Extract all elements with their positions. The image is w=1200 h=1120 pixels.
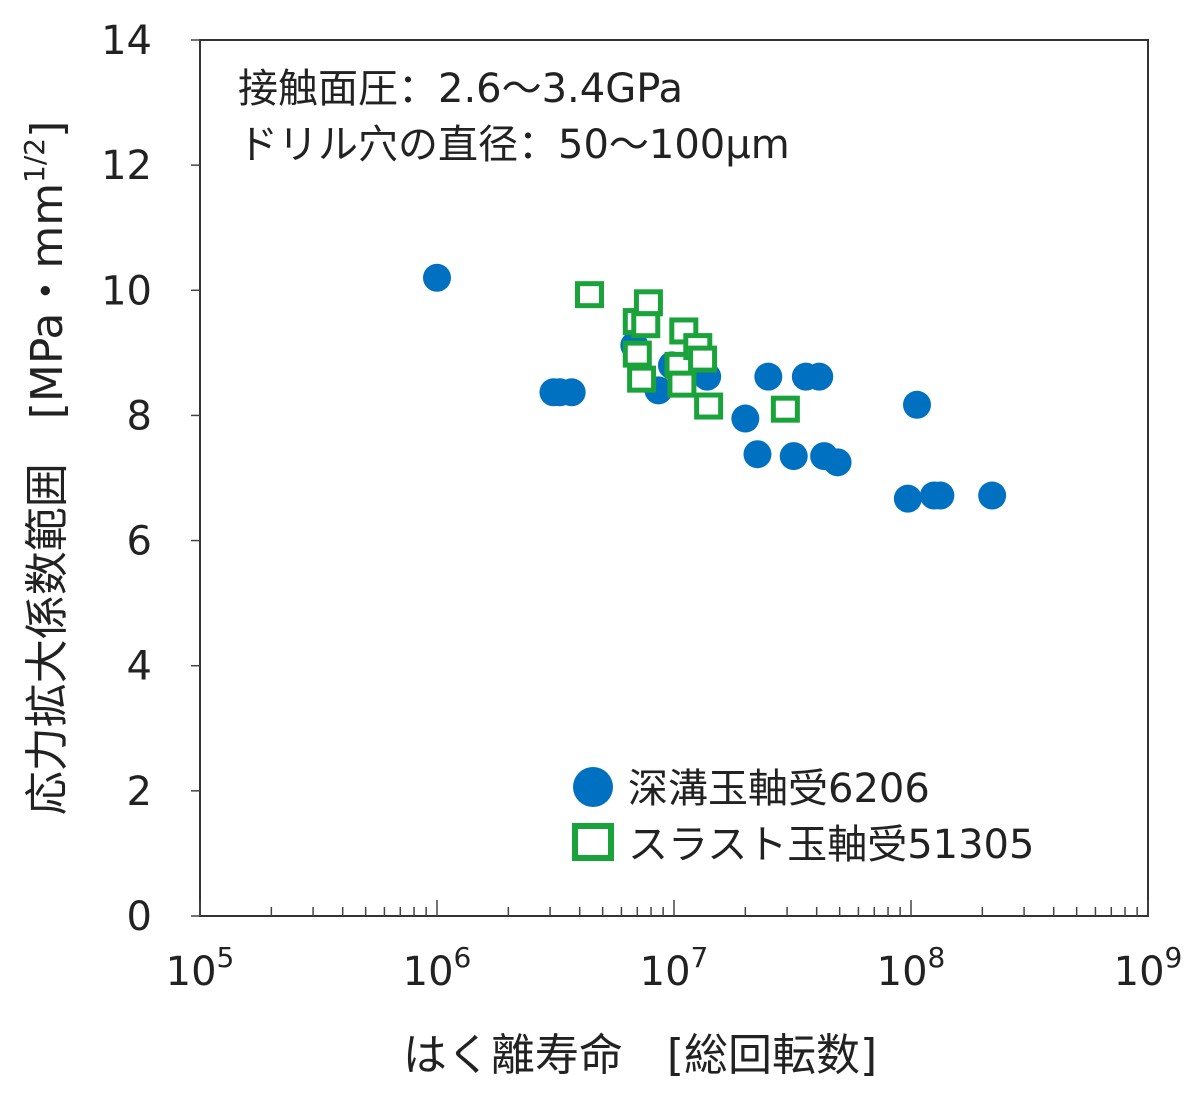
data-point-series-1: [557, 378, 586, 407]
data-point-series-2: [688, 345, 718, 373]
x-axis-title: はく離寿命 [総回転数]: [403, 1030, 877, 1081]
x-tick-label: 107: [640, 941, 709, 995]
y-axis-title-main: 応力拡大係数範囲 [MPa・mm: [22, 183, 73, 815]
data-point-series-1: [805, 362, 834, 391]
x-major-ticks: [199, 900, 1149, 916]
x-tick-label-base: 10: [403, 949, 454, 995]
x-tick-label: 105: [166, 941, 235, 995]
annotation-line-1: 接触面圧：2.6～3.4GPa: [238, 66, 683, 112]
legend-marker-circle: [573, 767, 613, 807]
annotation-line-2: ドリル穴の直径：50～100μm: [238, 122, 790, 168]
data-point-series-1: [823, 448, 852, 477]
data-points: [423, 263, 1007, 513]
legend-marker-square: [572, 823, 614, 861]
legend: 深溝玉軸受6206 スラスト玉軸受51305: [572, 766, 1034, 868]
x-tick-label-exp: 5: [217, 941, 235, 974]
y-ticks: [191, 39, 200, 917]
y-tick-label: 2: [127, 769, 152, 815]
data-point-series-1: [893, 484, 922, 513]
y-axis-title-sup: 1/2: [18, 138, 51, 183]
data-point-series-2: [631, 311, 661, 339]
x-tick-labels: 105 106 107 108 109: [166, 941, 1183, 995]
x-tick-label-base: 10: [640, 949, 691, 995]
legend-label-series-1: 深溝玉軸受6206: [628, 766, 930, 812]
legend-label-series-2: スラスト玉軸受51305: [628, 822, 1034, 868]
y-tick-label: 10: [101, 268, 152, 314]
y-tick-label: 0: [127, 894, 152, 940]
data-point-series-2: [667, 370, 697, 398]
x-tick-label: 109: [1114, 941, 1183, 995]
y-axis-title: 応力拡大係数範囲 [MPa・mm1/2]: [18, 121, 73, 816]
data-point-series-1: [902, 390, 931, 419]
y-axis-title-close: ]: [22, 121, 73, 138]
data-point-series-1: [743, 440, 772, 469]
x-tick-label: 108: [877, 941, 946, 995]
x-tick-label-base: 10: [166, 949, 217, 995]
data-point-series-1: [423, 263, 451, 292]
x-tick-label: 106: [403, 941, 472, 995]
data-point-series-1: [926, 481, 955, 510]
x-tick-label-exp: 6: [454, 941, 472, 974]
annotation-box: 接触面圧：2.6～3.4GPa ドリル穴の直径：50～100μm: [238, 66, 790, 168]
data-point-series-1: [978, 481, 1007, 510]
x-minor-ticks: [270, 907, 1138, 916]
data-point-series-1: [754, 362, 783, 391]
data-point-series-1: [779, 442, 808, 471]
data-point-series-2: [694, 392, 724, 420]
legend-item-series-1: 深溝玉軸受6206: [573, 766, 930, 812]
y-tick-label: 6: [127, 519, 152, 565]
data-point-series-2: [574, 281, 604, 309]
x-tick-label-exp: 7: [691, 941, 709, 974]
data-point-series-1: [731, 404, 760, 433]
legend-item-series-2: スラスト玉軸受51305: [572, 822, 1034, 868]
data-point-series-2: [770, 395, 800, 423]
y-tick-label: 12: [101, 143, 152, 189]
x-tick-label-exp: 9: [1165, 941, 1183, 974]
x-tick-label-base: 10: [877, 949, 928, 995]
data-point-series-2: [622, 340, 652, 368]
y-tick-label: 4: [127, 644, 152, 690]
x-tick-label-base: 10: [1114, 949, 1165, 995]
y-tick-labels: 0 2 4 6 8 10 12 14: [101, 18, 152, 940]
y-tick-label: 8: [127, 393, 152, 439]
plot-frame: [199, 39, 1149, 917]
x-tick-label-exp: 8: [928, 941, 946, 974]
data-point-series-2: [633, 289, 663, 317]
y-tick-label: 14: [101, 18, 152, 64]
data-point-series-2: [627, 365, 657, 393]
